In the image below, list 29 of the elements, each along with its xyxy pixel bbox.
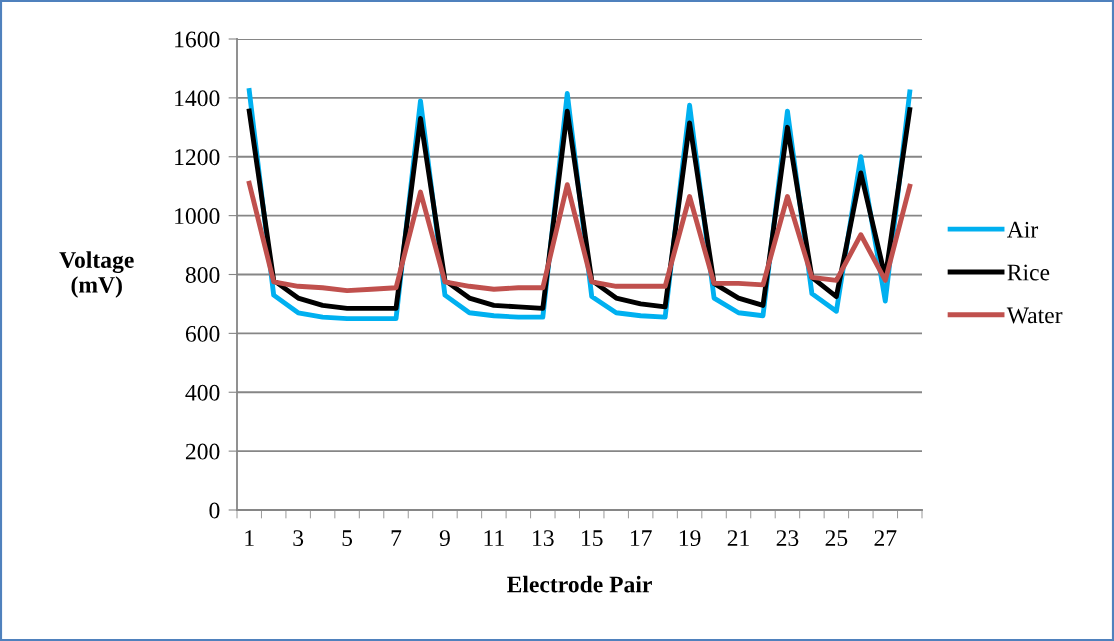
legend-label: Rice: [1007, 264, 1050, 281]
x-tick-label: 13: [533, 530, 554, 547]
x-tick-label: 3: [293, 530, 304, 547]
line-series: [246, 180, 913, 294]
legend-label: Air: [1007, 221, 1039, 238]
y-tick-label: 1400: [175, 90, 220, 107]
y-tick-label: 0: [209, 502, 220, 519]
y-tick-label: 200: [185, 443, 220, 460]
x-tick-label: 25: [825, 530, 848, 547]
x-tick-label: 23: [776, 530, 799, 547]
x-tick-label: 27: [874, 530, 897, 546]
y-tick-label: 400: [185, 384, 220, 401]
y-axis-title: Voltage (mV): [59, 251, 134, 298]
y-tick-label: 1600: [175, 31, 220, 48]
x-axis-title: Electrode Pair: [507, 575, 652, 593]
x-tick-label: 17: [630, 530, 652, 546]
y-tick-label: 1000: [175, 208, 220, 225]
x-tick-label: 5: [342, 530, 353, 547]
y-tick-label: 600: [185, 325, 220, 342]
x-tick-label: 21: [727, 530, 749, 546]
x-tick-label: 7: [391, 530, 402, 546]
x-tick-label: 11: [484, 530, 504, 546]
x-tick-label: 19: [679, 530, 701, 547]
x-tick-label: 15: [582, 530, 603, 547]
y-tick-label: 1200: [175, 149, 220, 166]
x-tick-label: 1: [245, 530, 254, 546]
legend-label: Water: [1006, 307, 1063, 324]
x-tick-label: 9: [439, 530, 450, 547]
y-tick-label: 800: [185, 266, 220, 283]
